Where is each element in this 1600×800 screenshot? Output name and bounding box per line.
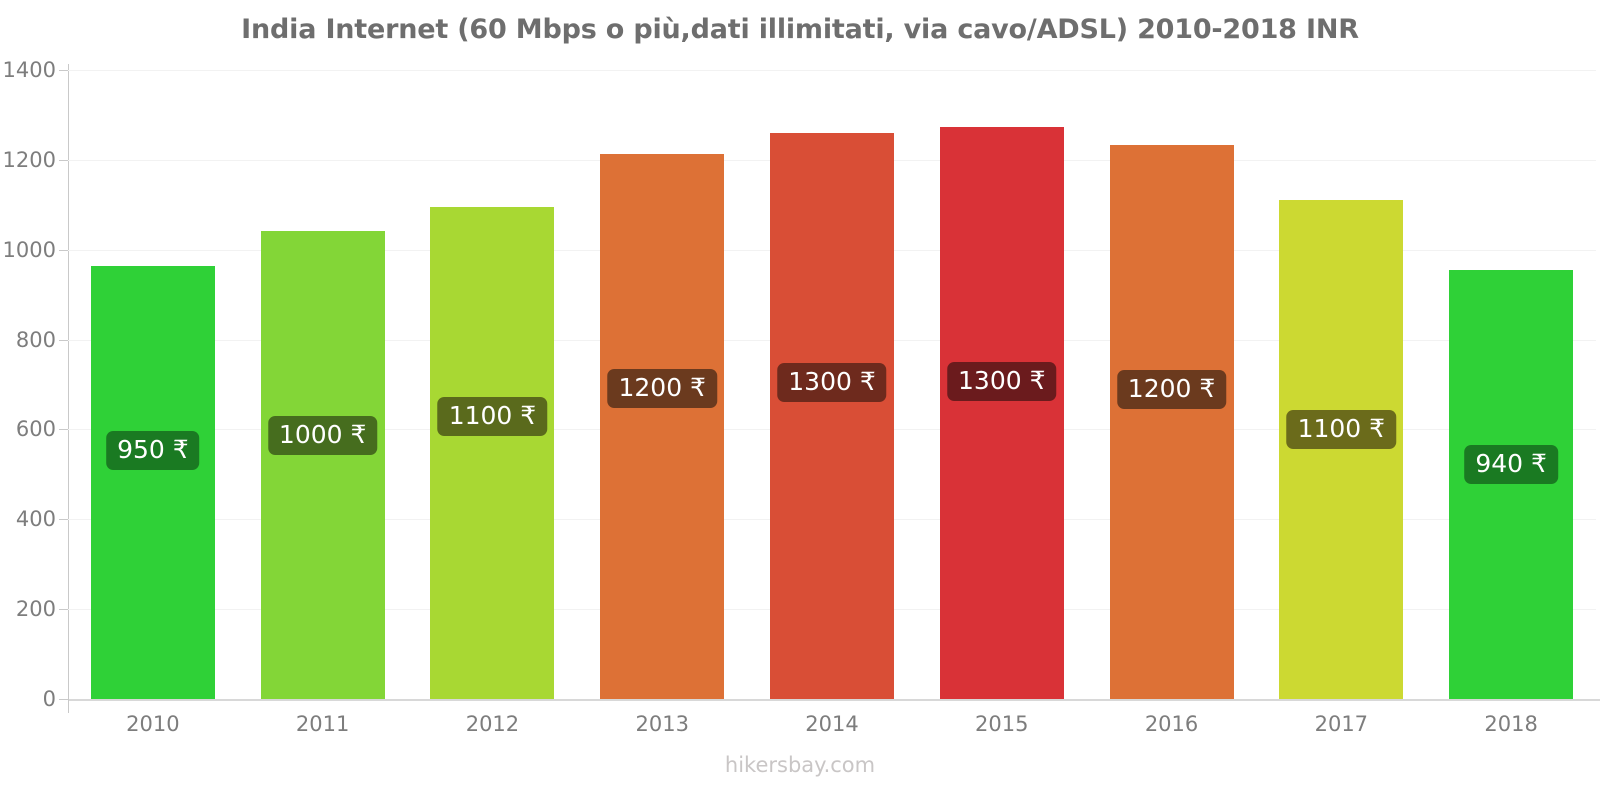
- x-tick-label-2017: 2017: [1314, 712, 1369, 736]
- bar-value-label-2014: 1300 ₹: [777, 362, 887, 402]
- y-tick-mark: [59, 429, 68, 431]
- y-tick-label: 1000: [2, 237, 56, 262]
- y-tick-label: 1400: [2, 58, 56, 82]
- plot-area: 950 ₹ 1000 ₹ 1100 ₹ 1200 ₹ 1300 ₹ 1300 ₹ 1200 …: [59, 70, 1596, 700]
- y-tick-label: 400: [15, 507, 56, 532]
- y-tick-mark: [59, 70, 68, 71]
- y-tick-label: 800: [15, 327, 56, 352]
- y-axis-tick-labels: 0 200 400 600 800 1000 1200 1400: [0, 58, 56, 711]
- x-tick-label-2018: 2018: [1484, 712, 1538, 736]
- y-tick-label: 0: [42, 687, 56, 711]
- x-tick-label-2010: 2010: [126, 712, 180, 736]
- bar-value-label-2010: 950 ₹: [106, 430, 200, 470]
- bar-2013[interactable]: 1200 ₹: [600, 153, 725, 699]
- bar-2017[interactable]: 1100 ₹: [1279, 199, 1404, 699]
- x-axis-origin-tick: [68, 699, 69, 713]
- chart-title: India Internet (60 Mbps o più,dati illim…: [241, 14, 1359, 45]
- bar-value-label-2011: 1000 ₹: [267, 415, 378, 455]
- bar-value-label-2012: 1100 ₹: [437, 396, 548, 436]
- bar-2012[interactable]: 1100 ₹: [430, 206, 555, 699]
- bar-value-label-2017: 1100 ₹: [1286, 409, 1397, 449]
- watermark-hikersbay: hikersbay.com: [724, 753, 876, 777]
- y-tick-mark: [59, 249, 68, 251]
- y-tick-mark: [59, 339, 68, 341]
- x-tick-label-2013: 2013: [635, 712, 689, 736]
- bar-value-label-2018: 940 ₹: [1464, 444, 1558, 484]
- x-axis-line: [68, 699, 1600, 701]
- bar-2011[interactable]: 1000 ₹: [260, 230, 385, 699]
- y-tick-mark: [59, 519, 68, 521]
- y-tick-label: 1200: [2, 147, 56, 172]
- bar-2018[interactable]: 940 ₹: [1449, 269, 1574, 699]
- x-tick-label-2015: 2015: [975, 712, 1029, 736]
- bar-2015[interactable]: 1300 ₹: [939, 126, 1064, 699]
- x-tick-label-2012: 2012: [465, 712, 520, 736]
- gridline: [68, 70, 1596, 71]
- x-axis-tick-labels: 2010 2011 2012 2013 2014 2015 2016 2017 2018: [68, 712, 1596, 746]
- x-tick-label-2014: 2014: [805, 712, 859, 736]
- y-axis-line: [68, 64, 69, 705]
- bar-2014[interactable]: 1300 ₹: [770, 132, 894, 699]
- bar-2016[interactable]: 1200 ₹: [1109, 144, 1234, 699]
- y-tick-mark: [59, 699, 68, 700]
- bar-value-label-2015: 1300 ₹: [947, 361, 1057, 401]
- y-tick-label: 200: [15, 597, 56, 622]
- bar-2010[interactable]: 950 ₹: [90, 265, 215, 699]
- y-tick-mark: [59, 159, 68, 161]
- x-tick-label-2016: 2016: [1144, 712, 1199, 736]
- bar-value-label-2013: 1200 ₹: [607, 368, 717, 408]
- bar-value-label-2016: 1200 ₹: [1116, 369, 1227, 409]
- y-tick-mark: [59, 609, 68, 611]
- y-tick-label: 600: [15, 417, 56, 442]
- x-tick-label-2011: 2011: [295, 712, 350, 736]
